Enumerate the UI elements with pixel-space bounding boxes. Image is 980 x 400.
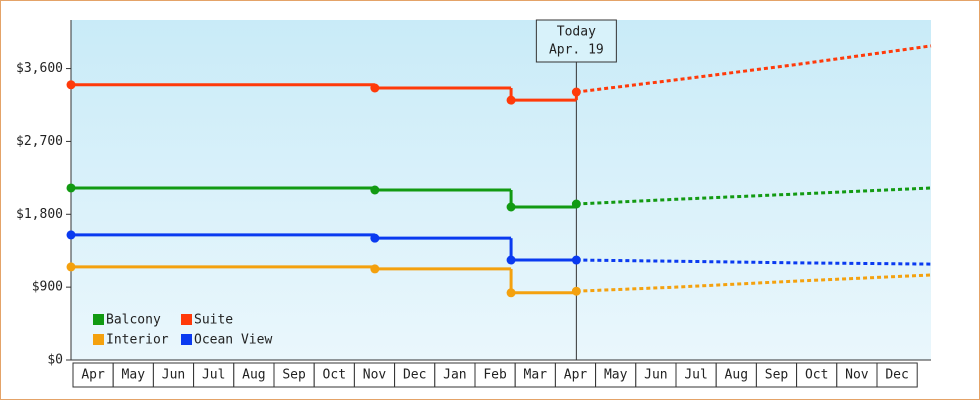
- y-tick-label: $1,800: [16, 207, 63, 222]
- price-point: [506, 202, 516, 212]
- x-category-cell: [554, 362, 597, 388]
- legend-swatch: [181, 314, 192, 325]
- price-point: [506, 95, 516, 105]
- x-category-cell: [72, 362, 114, 388]
- legend-swatch: [181, 334, 192, 345]
- x-category-cell: [635, 362, 677, 388]
- x-tick-label: Dec: [403, 368, 426, 383]
- price-point: [506, 288, 516, 298]
- x-category-cell: [193, 362, 235, 388]
- legend-label: Balcony: [106, 313, 161, 328]
- x-category-cell: [876, 362, 918, 388]
- x-tick-label: May: [604, 368, 628, 383]
- x-tick-label: Sep: [282, 368, 306, 383]
- price-point: [370, 185, 380, 195]
- x-category-cell: [112, 362, 154, 388]
- x-tick-label: Oct: [323, 368, 346, 383]
- price-point: [66, 80, 76, 90]
- x-tick-label: Apr: [564, 368, 588, 383]
- x-tick-label: Jun: [644, 368, 667, 383]
- price-point: [370, 264, 380, 274]
- x-tick-label: Mar: [524, 368, 548, 383]
- x-category-cell: [796, 362, 838, 388]
- price-point: [571, 199, 581, 209]
- x-tick-label: Aug: [242, 368, 265, 383]
- legend-swatch: [93, 334, 104, 345]
- x-tick-label: Dec: [885, 368, 908, 383]
- x-category-cell: [715, 362, 757, 388]
- price-point: [66, 230, 76, 240]
- x-category-cell: [394, 362, 436, 388]
- x-tick-label: Oct: [805, 368, 828, 383]
- x-category-cell: [836, 362, 878, 388]
- price-point: [370, 83, 380, 93]
- x-tick-label: Sep: [765, 368, 789, 383]
- x-tick-label: Jan: [443, 368, 466, 383]
- legend-label: Ocean View: [194, 333, 272, 348]
- y-tick-label: $0: [47, 353, 63, 368]
- price-point: [571, 87, 581, 97]
- x-tick-label: Jul: [202, 368, 225, 383]
- price-point: [571, 255, 581, 265]
- x-tick-label: Aug: [725, 368, 748, 383]
- legend-label: Interior: [106, 333, 169, 348]
- forecast-line: [576, 258, 932, 266]
- x-category-cell: [434, 362, 476, 388]
- legend-label: Suite: [194, 313, 233, 328]
- x-tick-label: Jul: [684, 368, 707, 383]
- price-point: [66, 183, 76, 193]
- price-point: [66, 262, 76, 272]
- forecast-line: [576, 273, 932, 293]
- y-tick-label: $2,700: [16, 134, 63, 149]
- x-category-cell: [313, 362, 355, 388]
- x-tick-label: Jun: [162, 368, 185, 383]
- x-tick-label: Nov: [363, 368, 387, 383]
- x-category-cell: [755, 362, 798, 388]
- legend-swatch: [93, 314, 104, 325]
- price-point: [370, 233, 380, 243]
- forecast-line: [576, 44, 932, 94]
- today-box: [535, 19, 617, 63]
- price-point: [506, 255, 516, 265]
- x-tick-label: Feb: [483, 368, 507, 383]
- y-tick-label: $900: [32, 280, 63, 295]
- x-category-cell: [595, 362, 637, 388]
- x-category-cell: [152, 362, 195, 388]
- x-category-cell: [273, 362, 315, 388]
- x-tick-label: Nov: [845, 368, 869, 383]
- x-tick-label: May: [122, 368, 146, 383]
- y-tick-label: $3,600: [16, 61, 63, 76]
- x-category-cell: [675, 362, 717, 388]
- x-tick-label: Apr: [81, 368, 105, 383]
- forecast-line: [576, 186, 932, 206]
- today-date: Apr. 19: [549, 43, 604, 58]
- price-point: [571, 286, 581, 296]
- x-category-cell: [233, 362, 275, 388]
- today-label: Today: [557, 25, 596, 40]
- x-category-cell: [353, 362, 396, 388]
